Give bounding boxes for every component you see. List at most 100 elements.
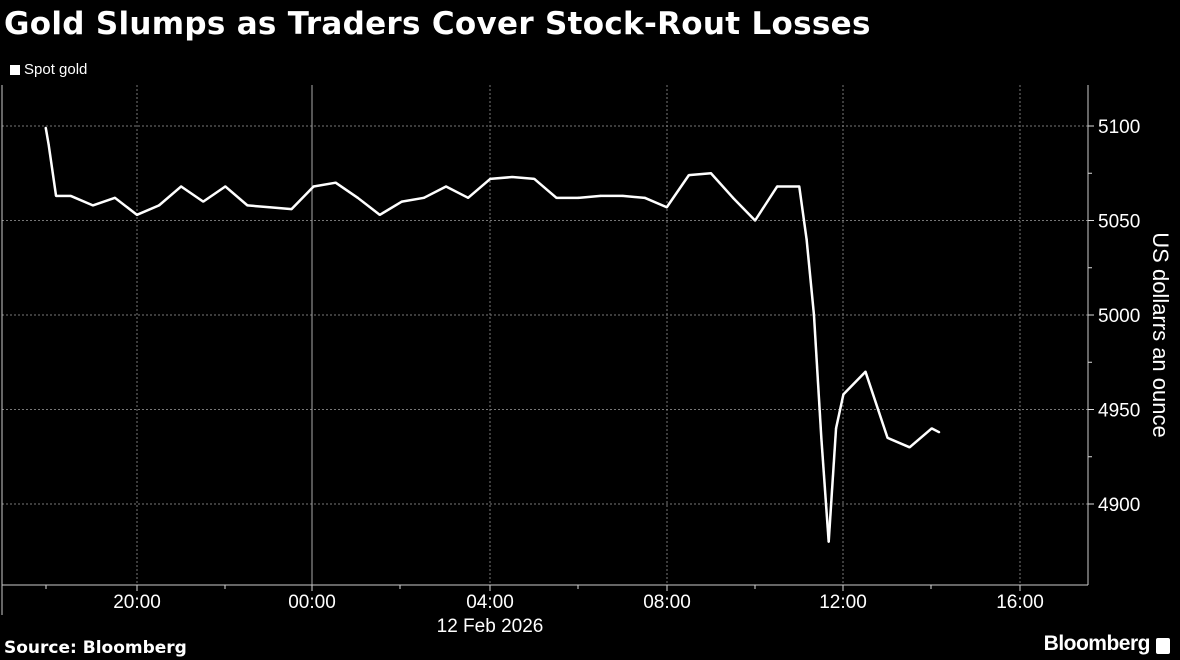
legend: Spot gold [10, 61, 87, 78]
spot-gold-point [356, 196, 359, 200]
y-tick-label: 4900 [1098, 495, 1140, 516]
spot-gold-point [202, 200, 205, 203]
spot-gold-point [466, 196, 470, 200]
spot-gold-segment [180, 185, 204, 203]
spot-gold-point [511, 175, 514, 179]
brand-logo: Bloomberg [1043, 632, 1151, 655]
spot-gold-segment [512, 175, 535, 181]
spot-gold-segment [158, 185, 182, 207]
spot-gold-point [834, 427, 838, 430]
spot-gold-segment [202, 185, 227, 203]
spot-gold-segment [834, 394, 845, 429]
spot-gold-point [489, 177, 492, 181]
spot-gold-segment [805, 239, 816, 316]
spot-gold-point [290, 207, 293, 211]
spot-gold-segment [644, 196, 668, 209]
spot-gold-point [886, 436, 889, 440]
spot-gold-point [157, 204, 161, 207]
spot-gold-point [378, 213, 382, 217]
legend-label: Spot gold [24, 61, 88, 78]
spot-gold-point [135, 213, 139, 217]
spot-gold-point [709, 172, 713, 175]
spot-gold-point [54, 194, 58, 198]
legend-swatch [10, 64, 20, 75]
x-tick-label: 12:00 [819, 592, 867, 613]
spot-gold-point [400, 200, 404, 203]
spot-gold-point [422, 196, 426, 200]
spot-gold-point [930, 427, 933, 430]
spot-gold-point [224, 185, 227, 188]
spot-gold-segment [224, 185, 249, 207]
spot-gold-segment [622, 194, 645, 200]
spot-gold-segment [887, 436, 911, 449]
spot-gold-point [577, 196, 580, 200]
chart-title: Gold Slumps as Traders Cover Stock-Rout … [4, 6, 871, 42]
spot-gold-point [731, 196, 735, 200]
x-date-label: 12 Feb 2026 [437, 616, 544, 637]
x-tick-label: 16:00 [996, 592, 1044, 613]
x-tick-label: 08:00 [643, 592, 691, 613]
spot-gold-segment [44, 127, 50, 146]
spot-gold-segment [423, 185, 447, 199]
y-tick-label: 5050 [1098, 212, 1140, 233]
spot-gold-segment [334, 181, 359, 199]
spot-gold-segment [688, 172, 712, 177]
spot-gold-segment [356, 196, 381, 216]
spot-gold-segment [490, 175, 513, 181]
spot-gold-segment [136, 204, 160, 216]
spot-gold-segment [247, 204, 270, 209]
source-note: Source: Bloomberg [4, 638, 187, 658]
y-tick-label: 5100 [1098, 117, 1140, 138]
spot-gold-point [798, 185, 801, 188]
spot-gold-segment [754, 185, 779, 222]
spot-gold-segment [290, 185, 315, 211]
spot-gold-point [753, 219, 757, 222]
spot-gold-point [44, 126, 47, 130]
spot-gold-segment [578, 194, 601, 200]
spot-gold-point [113, 196, 117, 200]
spot-gold-point [908, 446, 911, 449]
spot-gold-segment [908, 427, 933, 449]
spot-gold-segment [114, 196, 138, 216]
spot-gold-segment [401, 196, 425, 203]
spot-gold-segment [820, 437, 830, 542]
spot-gold-point [812, 313, 816, 317]
spot-gold-point [820, 436, 823, 440]
spot-gold-point [827, 540, 830, 543]
spot-gold-segment [379, 200, 403, 216]
spot-gold-segment [665, 174, 690, 208]
spot-gold-point [864, 370, 867, 373]
spot-gold-segment [313, 181, 336, 188]
spot-gold-point [91, 204, 95, 207]
spot-gold-segment [842, 370, 867, 396]
spot-gold-point [937, 430, 941, 434]
y-tick-label: 4950 [1098, 401, 1140, 422]
spot-gold-segment [812, 314, 823, 438]
spot-gold-point [334, 181, 337, 184]
spot-gold-segment [269, 206, 292, 211]
spot-gold-point [533, 177, 536, 181]
spot-gold-point [687, 173, 691, 177]
spot-gold-point [444, 185, 448, 188]
bloomberg-logo-icon [1156, 638, 1170, 654]
spot-gold-segment [445, 185, 469, 199]
spot-gold-point [805, 238, 808, 241]
spot-gold-segment [70, 194, 94, 207]
spot-gold-segment [931, 427, 940, 434]
spot-gold-point [665, 206, 668, 209]
spot-gold-point [842, 393, 845, 396]
spot-gold-segment [47, 144, 58, 197]
spot-gold-segment [533, 177, 558, 199]
spot-gold-point [599, 194, 602, 198]
spot-gold-point [312, 185, 315, 188]
spot-gold-point [179, 185, 183, 188]
spot-gold-segment [798, 186, 808, 240]
y-tick-label: 5000 [1098, 306, 1140, 327]
x-tick-label: 04:00 [466, 592, 514, 613]
spot-gold-point [621, 194, 624, 198]
spot-gold-segment [467, 177, 492, 199]
spot-gold-segment [827, 428, 838, 542]
spot-gold-point [775, 185, 779, 188]
spot-gold-segment [732, 196, 756, 222]
